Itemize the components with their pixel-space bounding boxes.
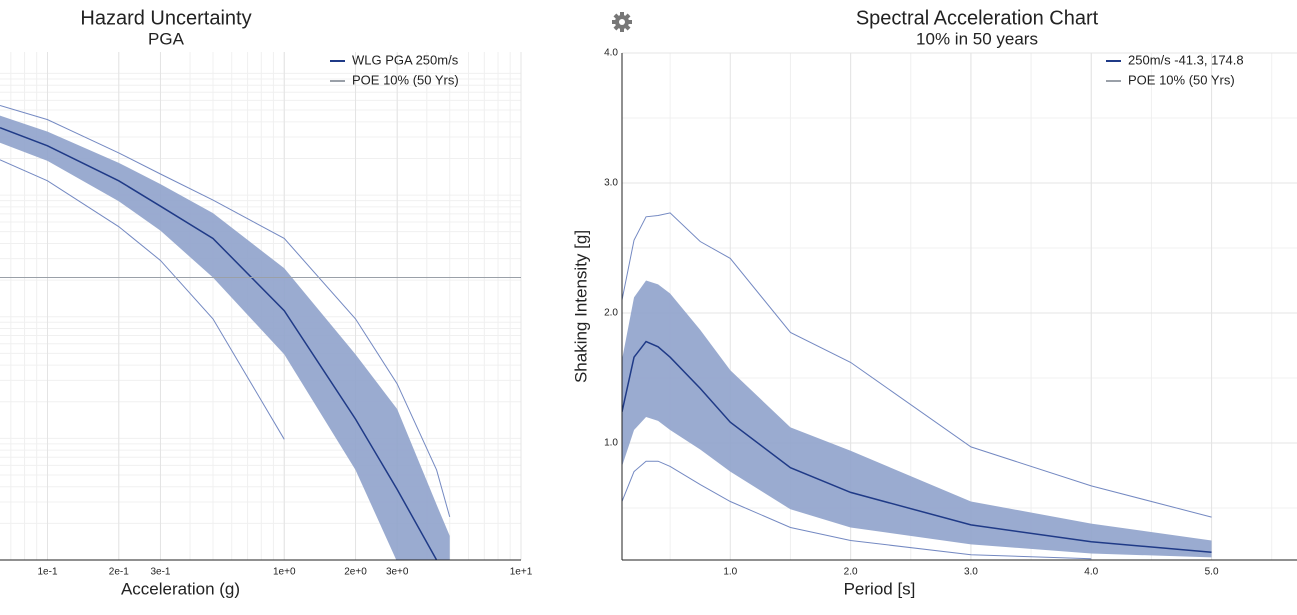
legend-label: 250m/s -41.3, 174.8 [1128,52,1244,67]
chart-title: Hazard Uncertainty [80,7,251,29]
gear-hole [619,19,625,25]
bound-line [0,105,451,518]
x-tick-label: 1e+1 [510,567,533,578]
y-tick-label: 4.0 [604,48,618,59]
chart: 1e-1 2e-1 3e-1 1e+0 2e+0 3e+0 1e+1 Hazard Uncer… [0,7,533,598]
x-tick-label: 1e-1 [37,567,57,578]
x-tick-label: 1.0 [723,567,737,578]
x-tick-label: 1e+0 [273,567,296,578]
bound-line [622,460,1092,560]
x-tick-label: 4.0 [1084,567,1098,578]
mean-line [622,340,1212,553]
bound-line [0,159,285,440]
legend-label: WLG PGA 250m/s [352,52,459,67]
x-tick-label: 5.0 [1205,567,1219,578]
chart-subtitle: PGA [148,29,185,48]
x-tick-label: 3e-1 [150,567,170,578]
chart: 1.0 2.0 3.0 4.0 5.0 1.0 2.0 3.0 4.0 Spectral Acce… [571,7,1297,598]
x-tick-label: 2e+0 [344,567,367,578]
settings-icon[interactable] [612,12,632,32]
uncertainty-band [622,280,1212,558]
x-tick-label: 3.0 [964,567,978,578]
x-tick-label: 2e-1 [109,567,129,578]
y-tick-label: 2.0 [604,308,618,319]
mean-line [0,126,438,560]
y-tick-label: 3.0 [604,178,618,189]
bound-line [622,212,1212,518]
y-axis-label: Shaking Intensity [g] [571,230,590,383]
chart-subtitle: 10% in 50 years [916,29,1038,48]
x-tick-label: 2.0 [844,567,858,578]
plot-area [622,212,1212,560]
plot-area [0,105,521,560]
minor-grid [622,52,1297,560]
uncertainty-band [0,115,450,560]
y-tick-label: 1.0 [604,438,618,449]
x-axis-label: Period [s] [844,579,916,598]
x-tick-label: 3e+0 [386,567,409,578]
chart-title: Spectral Acceleration Chart [856,7,1099,29]
legend-label: POE 10% (50 Yrs) [1128,72,1235,87]
legend-label: POE 10% (50 Yrs) [352,72,459,87]
x-axis-label: Acceleration (g) [121,579,240,598]
